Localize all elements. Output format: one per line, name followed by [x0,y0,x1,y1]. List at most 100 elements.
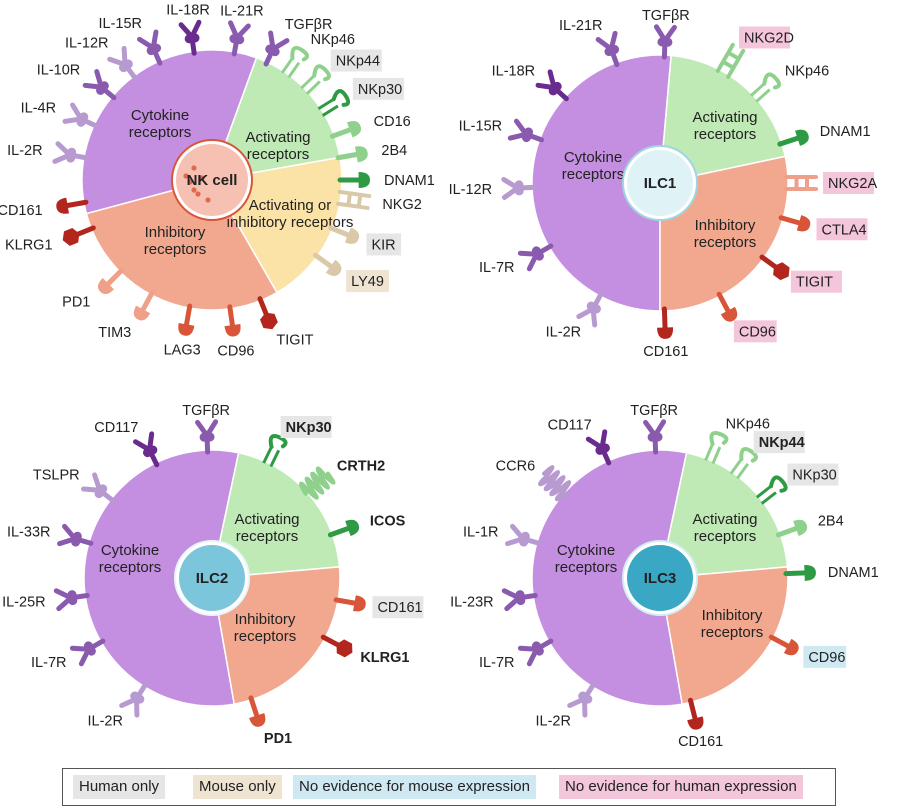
receptor-label-cd161: CD161 [0,203,43,219]
receptor-il-2r [567,682,596,718]
receptor-label-il-21r: IL-21R [559,18,603,34]
legend-item-no-human-evidence: No evidence for human expression [559,775,803,799]
receptor-label-il-25r: IL-25R [2,594,46,610]
receptor-nkp44 [729,446,758,480]
receptor-label-il-4r: IL-4R [21,100,56,116]
receptor-label-nkp30: NKp30 [286,420,332,436]
receptor-highlight [739,26,790,49]
receptor-label-cd161: CD161 [643,344,688,360]
receptor-diagram: Cytokine receptors Activating receptors Acti… [0,3,879,750]
nucleus-ilc2: ILC2 [174,540,250,616]
receptor-il-7r [517,638,554,667]
receptor-nkg2 [335,189,372,210]
receptor-highlight [790,270,842,293]
section-label-inhibitory-receptors: Inhibitory receptors [144,224,207,258]
receptor-il-12r [107,45,138,81]
receptor-tigit [257,296,278,330]
receptor-label-il-10r: IL-10R [37,62,81,78]
receptor-label-il-7r: IL-7R [31,655,66,671]
receptor-tgfbr [263,30,290,67]
receptor-il-2r [119,682,148,718]
receptor-highlight [787,463,839,486]
receptor-nkg2d [715,42,746,79]
section-label-cytokine-receptors: Cytokine receptors [99,542,162,576]
receptor-il-1r [505,523,542,547]
receptor-label-cd96: CD96 [217,343,254,359]
receptor-tgfbr [643,419,667,455]
section-activating-receptors [659,451,789,579]
section-label-inhibitory-receptors: Inhibitory receptors [701,607,764,641]
receptor-nkp30 [755,475,788,505]
receptor-label-il-12r: IL-12R [449,182,493,198]
nucleus-nk-cell: NK cell [171,139,253,221]
receptor-label-dnam1: DNAM1 [820,124,871,140]
receptor-il-2r [52,141,89,164]
receptor-label-nkg2a: NKG2A [828,176,877,192]
receptor-2b4 [335,146,368,163]
receptor-cd117 [133,431,160,468]
receptor-label-il-21r: IL-21R [220,4,264,20]
cell-name: ILC1 [644,175,677,192]
receptor-label-tgfbr: TGFβR [642,8,690,24]
receptor-label-tgfbr: TGFβR [182,403,230,419]
receptor-label-il-7r: IL-7R [479,655,514,671]
legend: Human only Mouse only No evidence for mo… [62,768,836,806]
nucleus-ilc1: ILC1 [622,145,698,221]
receptor-label-kir: KIR [371,237,395,253]
receptor-cd161 [333,595,366,612]
receptor-label-nkp30: NKp30 [792,468,836,484]
receptor-label-dnam1: DNAM1 [828,565,879,581]
receptor-nkp46 [704,430,729,465]
receptor-il-7r [69,638,106,667]
receptor-il-21r [595,30,620,68]
receptor-dnam1 [783,564,816,581]
receptor-highlight [816,218,868,241]
receptor-label-klrg1: KLRG1 [360,650,409,666]
receptor-il-10r [82,69,117,101]
receptor-cd96 [224,304,241,337]
receptor-il-33r [57,523,94,547]
receptor-tgfbr [653,24,677,60]
receptor-il-25r [53,588,90,612]
receptor-il-21r [228,20,251,57]
receptor-il-15r [507,118,545,143]
receptor-label-il-33r: IL-33R [7,525,51,541]
receptor-label-il-15r: IL-15R [99,16,143,32]
legend-item-mouse-only: Mouse only [193,775,282,799]
legend-item-human-only: Human only [73,775,166,799]
receptor-klrg1 [62,225,96,246]
receptor-tim3 [133,290,155,321]
receptor-highlight [372,596,424,619]
receptor-tigit [759,254,790,281]
section-label-activating-or-inhibitory-receptors: Activating or inhibitory receptors [227,197,354,231]
receptor-label-tigit: TIGIT [276,332,313,348]
receptor-label-il-2r: IL-2R [7,143,42,159]
receptor-ccr6 [538,465,572,502]
cell-name: ILC2 [196,570,229,587]
receptor-il-15r [137,29,163,66]
section-label-activating-receptors: Activating receptors [692,511,757,545]
section-label-activating-receptors: Activating receptors [245,129,310,163]
receptor-label-nkp44: NKp44 [336,54,380,70]
section-cytokine-receptors [531,449,688,707]
section-label-cytokine-receptors: Cytokine receptors [562,149,625,183]
receptor-label-il-7r: IL-7R [479,260,514,276]
receptor-nkg2a [784,175,818,191]
receptor-label-il-2r: IL-2R [88,713,123,729]
receptor-nkp46 [749,72,782,103]
section-label-activating-receptors: Activating receptors [234,511,299,545]
receptor-il-23r [501,588,538,612]
receptor-lag3 [178,303,195,336]
receptor-label-nkp44: NKp44 [759,435,805,451]
receptor-kir [328,225,360,244]
receptor-label-il-2r: IL-2R [536,713,571,729]
section-label-activating-receptors: Activating receptors [692,109,757,143]
cell-name: ILC3 [644,570,677,587]
receptor-label-nkp46: NKp46 [311,32,355,48]
receptor-ctla4 [778,215,811,232]
receptor-il-12r [501,176,537,200]
section-label-cytokine-receptors: Cytokine receptors [555,542,618,576]
receptor-label-nkp46: NKp46 [785,64,829,80]
nucleus-ilc3: ILC3 [622,540,698,616]
receptor-pd1 [248,695,266,727]
